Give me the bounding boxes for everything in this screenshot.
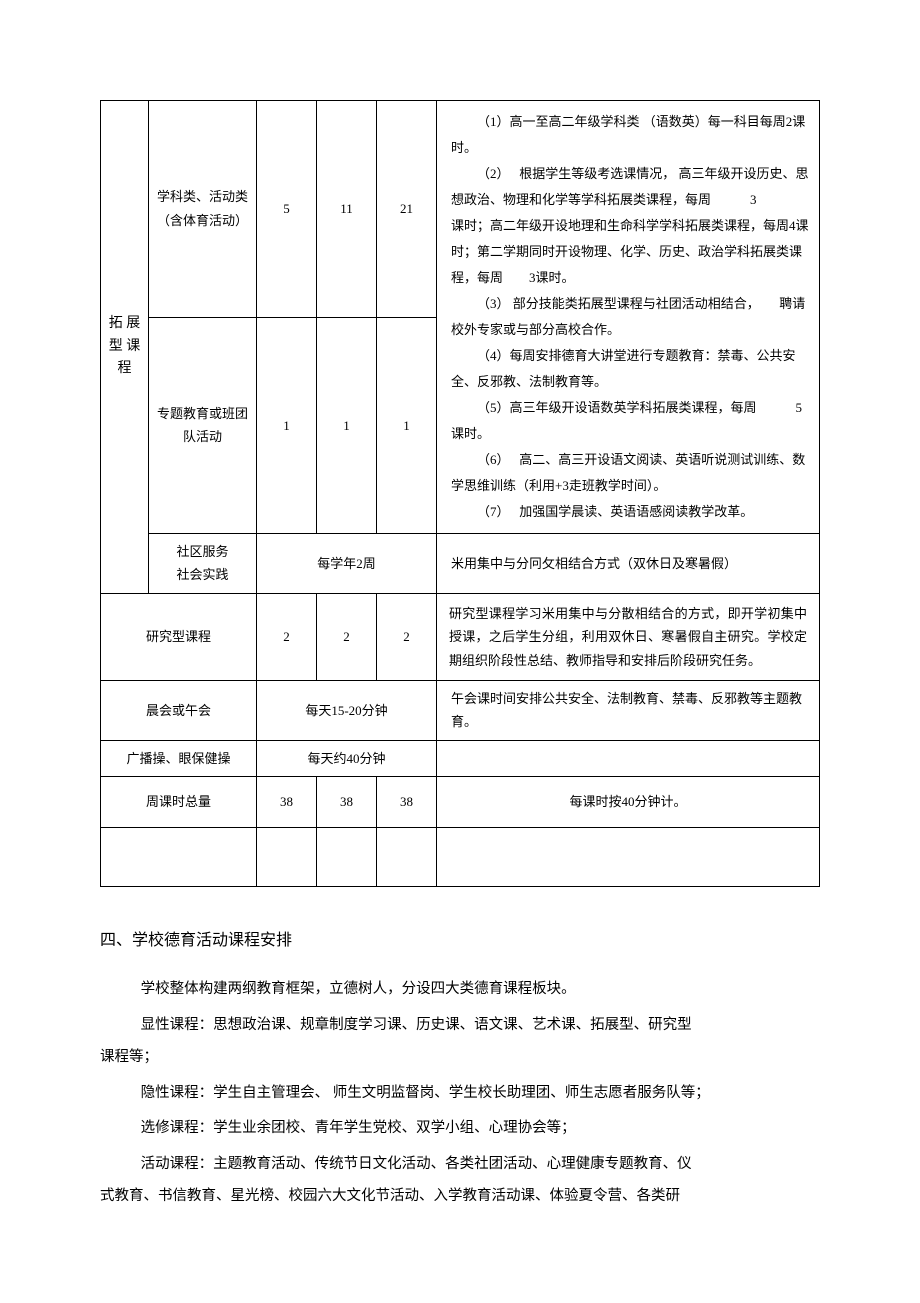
- table-row: 晨会或午会 每天15-20分钟 午会课时间安排公共安全、法制教育、禁毒、反邪教等…: [101, 680, 820, 740]
- row-label: 学科类、活动类（含体育活动）: [149, 101, 257, 318]
- cell: 2: [257, 593, 317, 680]
- cell: 21: [377, 101, 437, 318]
- cell: 2: [317, 593, 377, 680]
- paragraph: 学校整体构建两纲教育框架，立德树人，分设四大类德育课程板块。: [100, 974, 820, 1006]
- table-row: 研究型课程 2 2 2 研究型课程学习米用集中与分散相结合的方式，即开学初集中授…: [101, 593, 820, 680]
- cell: [317, 828, 377, 887]
- row-label: 研究型课程: [101, 593, 257, 680]
- note-line: 课时；高二年级开设地理和生命科学学科拓展类课程，每周4课时；第二学期同时开设物理…: [451, 218, 809, 285]
- cell: 1: [377, 317, 437, 534]
- cell: 5: [257, 101, 317, 318]
- cell: 38: [377, 777, 437, 828]
- cell: 1: [317, 317, 377, 534]
- document-page: 拓 展型 课程 学科类、活动类（含体育活动） 5 11 21 （1）高一至高二年…: [0, 0, 920, 1213]
- note-line: （7） 加强国学晨读、英语语感阅读教学改革。: [451, 499, 809, 525]
- paragraph: 活动课程：主题教育活动、传统节日文化活动、各类社团活动、心理健康专题教育、仪式教…: [100, 1149, 820, 1213]
- cell: 午会课时间安排公共安全、法制教育、禁毒、反邪教等主题教育。: [437, 680, 820, 740]
- table-row: 拓 展型 课程 学科类、活动类（含体育活动） 5 11 21 （1）高一至高二年…: [101, 101, 820, 318]
- cell: [437, 740, 820, 776]
- cell: 米用集中与分冋攵相结合方式（双休日及寒暑假）: [437, 534, 820, 594]
- cell: 1: [257, 317, 317, 534]
- cell: 研究型课程学习米用集中与分散相结合的方式，即开学初集中授课，之后学生分组，利用双…: [437, 593, 820, 680]
- table-row: 社区服务社会实践 每学年2周 米用集中与分冋攵相结合方式（双休日及寒暑假）: [101, 534, 820, 594]
- row-label: 社区服务社会实践: [149, 534, 257, 594]
- cell: 38: [317, 777, 377, 828]
- cell: 每天约40分钟: [257, 740, 437, 776]
- note-line: （6） 高二、高三开设语文阅读、英语听说测试训练、数学思维训练（利用+3走班教学…: [451, 447, 809, 499]
- curriculum-table: 拓 展型 课程 学科类、活动类（含体育活动） 5 11 21 （1）高一至高二年…: [100, 100, 820, 887]
- paragraph: 隐性课程：学生自主管理会、 师生文明监督岗、学生校长助理团、师生志愿者服务队等；: [100, 1078, 820, 1110]
- note-line: （3） 部分技能类拓展型课程与社团活动相结合， 聘请校外专家或与部分高校合作。: [451, 291, 809, 343]
- paragraph: 显性课程：思想政治课、规章制度学习课、历史课、语文课、艺术课、拓展型、研究型课程…: [100, 1010, 820, 1074]
- cell: [437, 828, 820, 887]
- note-line: （1）高一至高二年级学科类 （语数英）每一科目每周2课时。: [451, 109, 809, 161]
- group-label: 拓 展型 课程: [101, 101, 149, 594]
- table-row: 广播操、眼保健操 每天约40分钟: [101, 740, 820, 776]
- cell: [257, 828, 317, 887]
- cell: 38: [257, 777, 317, 828]
- paragraph: 选修课程：学生业余团校、青年学生党校、双学小组、心理协会等；: [100, 1113, 820, 1145]
- cell: 每学年2周: [257, 534, 437, 594]
- row-label: 专题教育或班团队活动: [149, 317, 257, 534]
- note-line: （4）每周安排德育大讲堂进行专题教育：禁毒、公共安全、反邪教、法制教育等。: [451, 343, 809, 395]
- section-heading: 四、学校德育活动课程安排: [100, 927, 820, 956]
- cell: 2: [377, 593, 437, 680]
- table-row: [101, 828, 820, 887]
- notes-cell: （1）高一至高二年级学科类 （语数英）每一科目每周2课时。 （2） 根据学生等级…: [437, 101, 820, 534]
- cell: [101, 828, 257, 887]
- note-line: （5）高三年级开设语数英学科拓展类课程，每周 5课时。: [451, 395, 809, 447]
- cell: 每天15-20分钟: [257, 680, 437, 740]
- row-label: 晨会或午会: [101, 680, 257, 740]
- row-label: 广播操、眼保健操: [101, 740, 257, 776]
- table-row: 周课时总量 38 38 38 每课时按40分钟计。: [101, 777, 820, 828]
- cell: 每课时按40分钟计。: [437, 777, 820, 828]
- cell: 11: [317, 101, 377, 318]
- row-label: 周课时总量: [101, 777, 257, 828]
- note-line: （2） 根据学生等级考选课情况， 高三年级开设历史、思想政治、物理和化学等学科拓…: [451, 161, 809, 213]
- cell: [377, 828, 437, 887]
